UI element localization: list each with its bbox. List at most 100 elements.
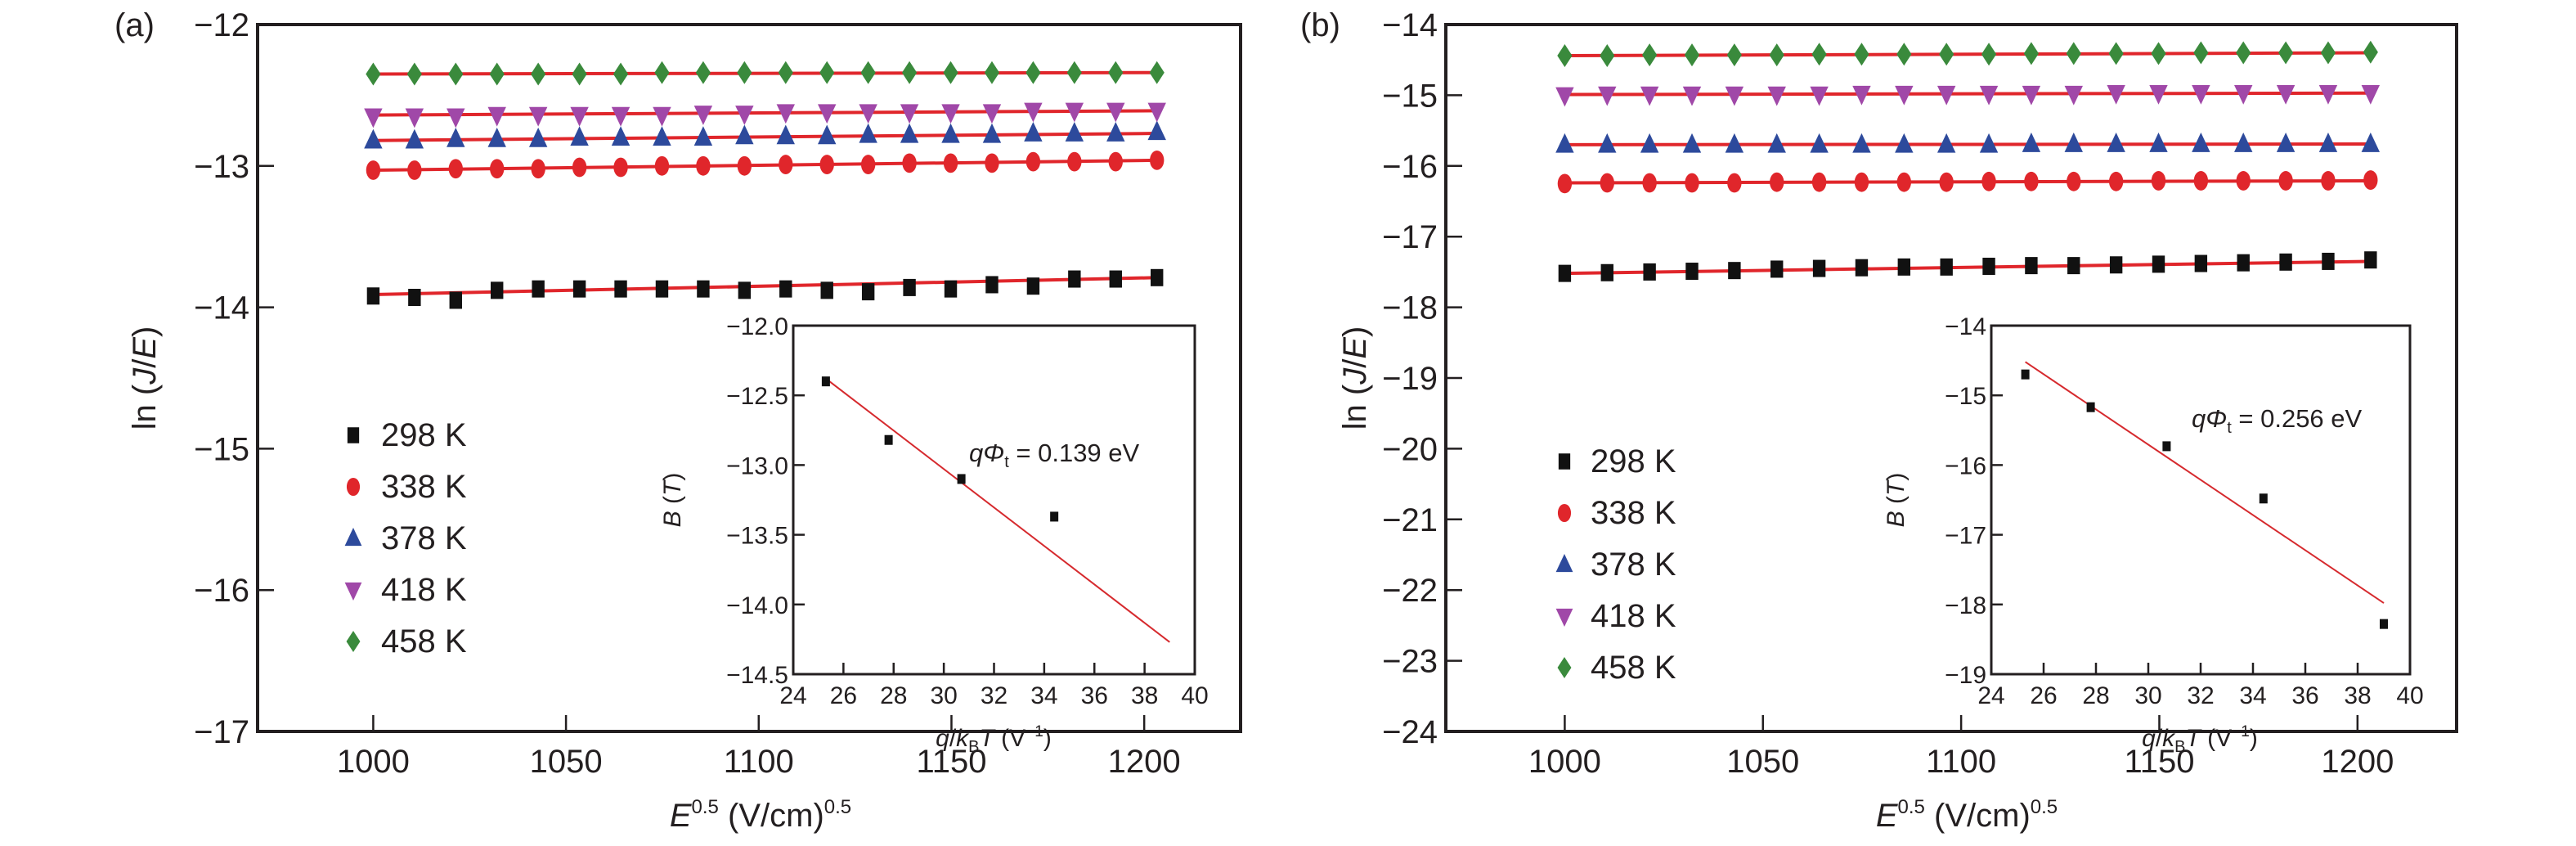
data-point	[1685, 263, 1699, 281]
inset-data-points	[821, 376, 1059, 522]
inset-y-axis-title: B (T)	[1883, 473, 1910, 528]
legend-item: 378 K	[344, 520, 467, 556]
data-point	[2276, 133, 2296, 152]
inset-fit-line-segment	[825, 377, 1170, 643]
data-point	[776, 104, 795, 124]
data-point	[2151, 171, 2166, 191]
data-point	[1108, 151, 1123, 172]
data-point	[860, 61, 876, 84]
data-point	[1726, 43, 1742, 67]
data-point	[1149, 61, 1165, 84]
data-point	[2318, 85, 2338, 105]
data-point	[1854, 172, 1869, 192]
data-point	[613, 62, 629, 86]
data-point	[1940, 258, 1953, 276]
data-point	[900, 104, 919, 124]
data-point	[572, 62, 587, 86]
data-point	[1895, 133, 1914, 153]
inset-x-tick-label: 28	[2082, 682, 2109, 709]
legend-item: 338 K	[346, 469, 467, 505]
inset-y-tick-label: −16	[1945, 452, 1986, 479]
data-point	[1810, 86, 1829, 106]
y-tick-label: −24	[1382, 714, 1438, 750]
data-point	[653, 106, 671, 127]
fit-line	[1564, 259, 2371, 276]
data-point	[943, 153, 958, 173]
y-tick-label: −15	[1382, 78, 1438, 114]
data-point	[655, 280, 669, 298]
data-point	[1896, 172, 1912, 192]
series-458k	[1557, 40, 2378, 68]
legend-marker	[1555, 554, 1573, 573]
fit-line	[373, 109, 1157, 117]
fit-line	[1564, 91, 2371, 97]
y-axis-title: ln (J/E)	[1337, 326, 1373, 430]
data-point	[2236, 171, 2251, 191]
data-point	[1642, 173, 1657, 193]
data-point	[2363, 170, 2378, 190]
data-point	[2064, 133, 2083, 152]
inset-y-axis: −14 −15 −16 −17 −18 −19	[1945, 313, 2003, 689]
panel-label: (a)	[114, 7, 155, 43]
data-point	[1150, 150, 1165, 170]
data-point	[2152, 255, 2165, 273]
data-point	[1811, 43, 1827, 66]
data-point	[487, 127, 506, 147]
inset-y-tick-label: −12.5	[726, 383, 788, 410]
data-point	[2022, 85, 2041, 106]
data-point	[2025, 257, 2038, 275]
data-point	[2279, 253, 2292, 271]
inset-y-tick-label: −13.5	[726, 523, 788, 550]
inset-data-point	[884, 434, 893, 445]
data-point	[449, 291, 462, 309]
inset-data-point	[2162, 441, 2171, 452]
inset-x-tick-label: 38	[1131, 682, 1158, 709]
data-point	[2109, 256, 2123, 274]
data-point	[2237, 254, 2250, 272]
data-point	[2234, 85, 2253, 105]
data-point	[1811, 172, 1827, 192]
data-point	[654, 61, 670, 84]
data-point	[1600, 173, 1614, 193]
y-tick-label: −21	[1382, 502, 1438, 538]
data-point	[1854, 43, 1869, 66]
y-tick-label: −23	[1382, 644, 1438, 680]
data-point	[1598, 133, 1617, 153]
data-point	[611, 106, 631, 127]
data-point	[614, 280, 627, 298]
legend-marker	[1558, 453, 1571, 470]
data-point	[366, 160, 381, 180]
data-point	[1852, 85, 1871, 106]
data-point	[737, 155, 752, 176]
data-point	[1598, 86, 1617, 106]
data-point	[613, 157, 628, 178]
data-point	[1979, 133, 1999, 153]
data-point	[901, 61, 918, 84]
data-point	[902, 153, 917, 173]
data-point	[735, 124, 754, 145]
inset-x-tick-label: 32	[2187, 682, 2214, 709]
data-point	[695, 61, 711, 84]
data-points	[1555, 40, 2381, 282]
data-point	[1600, 263, 1613, 281]
data-point	[982, 104, 1002, 124]
data-point	[2278, 171, 2293, 191]
inset-frame	[1990, 324, 2412, 676]
data-point	[531, 159, 545, 179]
inset-x-tick-label: 40	[2396, 682, 2423, 709]
x-tick-label: 1150	[2124, 744, 2194, 780]
data-point	[2107, 85, 2125, 105]
data-point	[1767, 133, 1786, 153]
data-point	[448, 159, 463, 179]
inset-y-tick-label: −14.5	[726, 662, 788, 689]
data-point	[1555, 87, 1574, 107]
data-point	[2064, 85, 2083, 106]
inset-y-tick-label: −15	[1945, 383, 1986, 410]
y-tick-label: −17	[1382, 219, 1438, 255]
data-point	[2149, 85, 2168, 105]
data-point	[1642, 43, 1658, 67]
data-point	[735, 106, 754, 125]
data-point	[572, 280, 586, 298]
inset-data-point	[957, 474, 966, 484]
data-point	[1855, 259, 1869, 277]
